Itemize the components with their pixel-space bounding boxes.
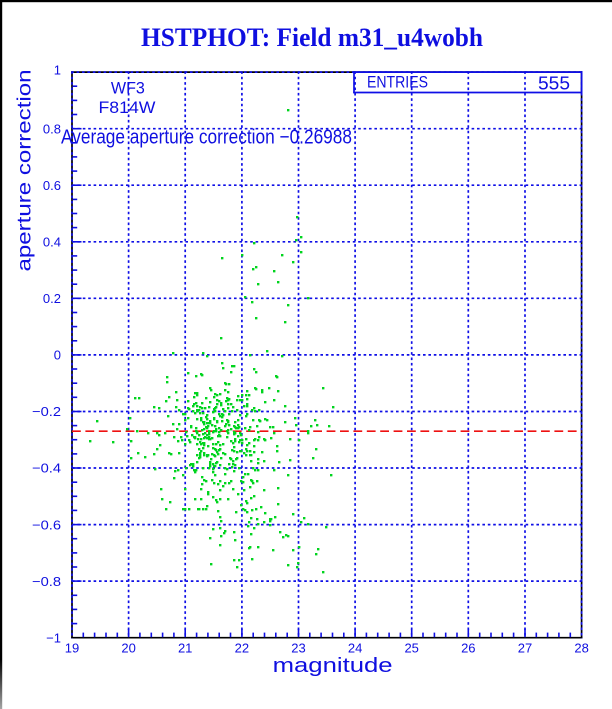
svg-text:0.2: 0.2 <box>43 291 61 306</box>
svg-text:24: 24 <box>348 640 362 655</box>
svg-text:−0.8: −0.8 <box>32 574 61 589</box>
svg-text:Average aperture correction −0: Average aperture correction −0.26988 <box>61 127 352 149</box>
svg-text:WF3: WF3 <box>111 79 145 97</box>
svg-text:19: 19 <box>65 640 79 655</box>
svg-text:0.6: 0.6 <box>43 178 61 193</box>
svg-text:25: 25 <box>404 640 418 655</box>
svg-text:magnitude: magnitude <box>273 654 393 677</box>
svg-text:−0.6: −0.6 <box>32 517 61 532</box>
svg-text:28: 28 <box>574 640 588 655</box>
svg-text:HSTPHOT: Field m31_u4wobh: HSTPHOT: Field m31_u4wobh <box>141 23 484 52</box>
svg-text:−1: −1 <box>46 630 61 645</box>
svg-text:23: 23 <box>291 640 305 655</box>
svg-text:−0.2: −0.2 <box>32 404 61 419</box>
svg-text:26: 26 <box>461 640 475 655</box>
svg-text:1: 1 <box>54 63 61 78</box>
svg-text:−0.4: −0.4 <box>32 461 61 476</box>
svg-text:aperture correction: aperture correction <box>14 70 36 272</box>
svg-text:0.4: 0.4 <box>43 235 61 250</box>
svg-text:ENTRIES: ENTRIES <box>367 72 428 91</box>
svg-text:F814W: F814W <box>99 98 156 117</box>
svg-text:22: 22 <box>235 640 249 655</box>
svg-text:20: 20 <box>121 640 135 655</box>
svg-text:21: 21 <box>178 640 192 655</box>
svg-text:27: 27 <box>518 640 532 655</box>
svg-text:555: 555 <box>538 72 570 93</box>
svg-text:0.8: 0.8 <box>43 121 61 136</box>
svg-text:0: 0 <box>54 348 61 363</box>
